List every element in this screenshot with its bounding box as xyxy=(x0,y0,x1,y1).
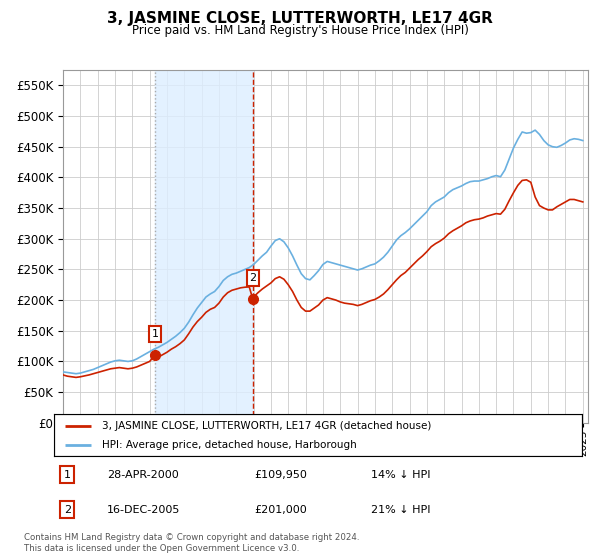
Text: 21% ↓ HPI: 21% ↓ HPI xyxy=(371,505,430,515)
Text: 2: 2 xyxy=(250,273,256,283)
Text: 2: 2 xyxy=(64,505,71,515)
Text: 28-APR-2000: 28-APR-2000 xyxy=(107,470,179,479)
Text: Contains HM Land Registry data © Crown copyright and database right 2024.
This d: Contains HM Land Registry data © Crown c… xyxy=(24,533,359,553)
Text: 1: 1 xyxy=(151,329,158,339)
Text: £201,000: £201,000 xyxy=(254,505,307,515)
Bar xyxy=(155,70,253,423)
Text: 16-DEC-2005: 16-DEC-2005 xyxy=(107,505,180,515)
Text: HPI: Average price, detached house, Harborough: HPI: Average price, detached house, Harb… xyxy=(101,440,356,450)
Text: 3, JASMINE CLOSE, LUTTERWORTH, LE17 4GR (detached house): 3, JASMINE CLOSE, LUTTERWORTH, LE17 4GR … xyxy=(101,421,431,431)
Text: 3, JASMINE CLOSE, LUTTERWORTH, LE17 4GR: 3, JASMINE CLOSE, LUTTERWORTH, LE17 4GR xyxy=(107,11,493,26)
Text: Price paid vs. HM Land Registry's House Price Index (HPI): Price paid vs. HM Land Registry's House … xyxy=(131,24,469,37)
Text: 14% ↓ HPI: 14% ↓ HPI xyxy=(371,470,430,479)
Text: 1: 1 xyxy=(64,470,71,479)
Text: £109,950: £109,950 xyxy=(254,470,308,479)
